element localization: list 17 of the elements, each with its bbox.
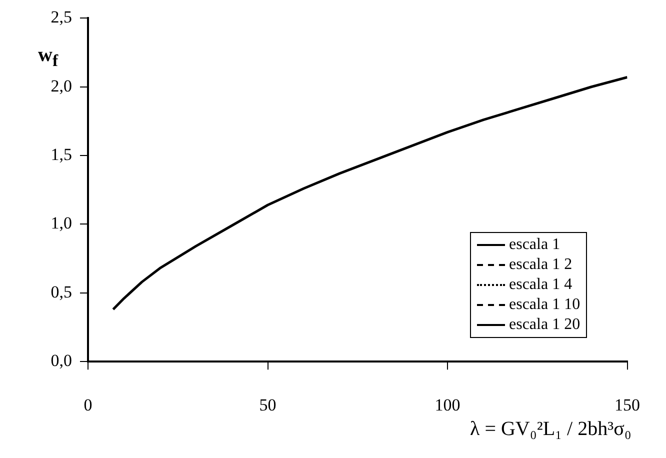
y-tick-label: 0,0 bbox=[50, 351, 72, 370]
legend-label: escala 1 10 bbox=[509, 296, 580, 314]
x-tick-label: 100 bbox=[434, 395, 460, 414]
x-tick-label: 0 bbox=[84, 395, 92, 414]
legend-label: escala 1 2 bbox=[509, 256, 572, 274]
y-tick-label: 2,0 bbox=[50, 76, 72, 96]
y-tick-label: 0,5 bbox=[50, 282, 72, 302]
x-tick-label: 150 bbox=[614, 395, 640, 414]
y-axis-title: w$_{f}$ bbox=[38, 44, 58, 71]
y-tick-label: 2,5 bbox=[50, 8, 72, 27]
y-tick-label: 1,5 bbox=[50, 145, 72, 164]
legend-label: escala 1 4 bbox=[509, 276, 572, 294]
legend-label: escala 1 bbox=[509, 236, 560, 254]
legend-label: escala 1 20 bbox=[509, 316, 580, 334]
x-tick-label: 50 bbox=[259, 395, 276, 414]
x-axis-title: λ = GV₀²L₁ / 2bh³σ₀ bbox=[470, 418, 632, 441]
y-tick-label: 1,0 bbox=[50, 214, 72, 233]
